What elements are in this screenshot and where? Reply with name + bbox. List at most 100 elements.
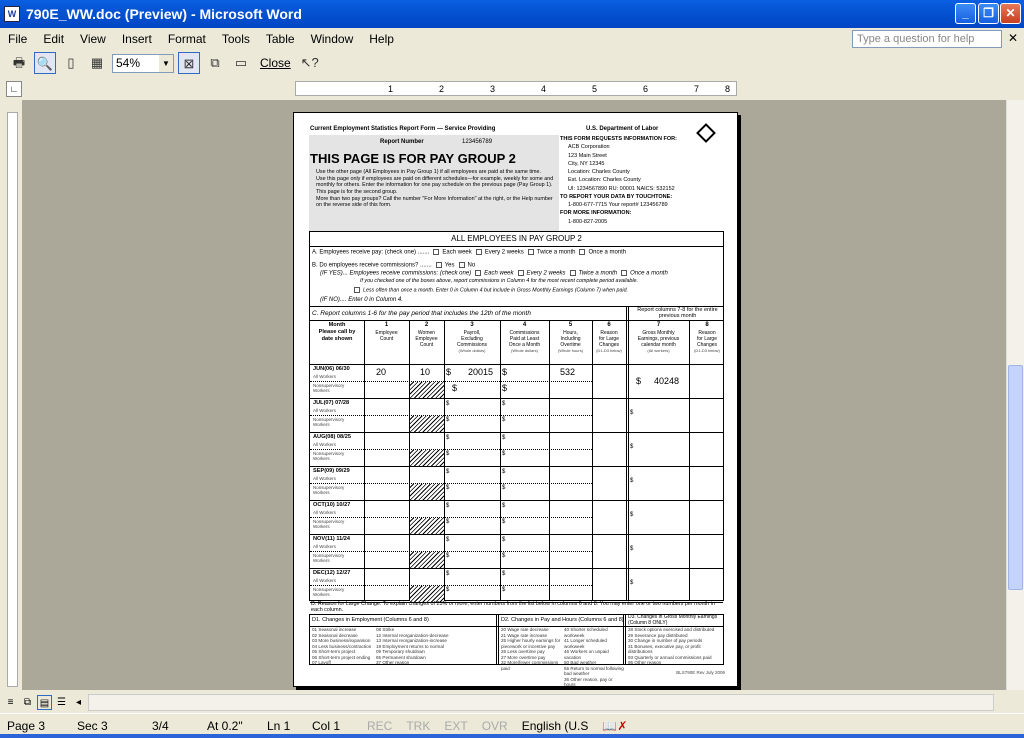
reason-code: 32 More/fewer commissions paid — [501, 660, 559, 671]
opt-label: Once a month — [630, 270, 668, 277]
reason-code: 95 Other reason — [628, 660, 662, 665]
reason-codes-box: D1. Changes in Employment (Columns 6 and… — [309, 614, 724, 687]
dollar-sign: $ — [446, 537, 450, 543]
reason-code: 21 Wage rate increase — [501, 632, 548, 638]
dollar-sign: $ — [446, 451, 450, 457]
zoom-select[interactable]: 54% ▼ — [112, 53, 174, 73]
c-label: C. Report columns 1-6 for the pay period… — [312, 310, 531, 317]
one-page-icon[interactable]: ▯ — [67, 55, 75, 70]
column-header: 5 Hours, Including Overtime (Whole hours) — [549, 322, 592, 353]
full-screen-icon[interactable]: ▭ — [234, 55, 248, 70]
horizontal-ruler[interactable]: 1 2 3 4 5 6 7 8 — [295, 81, 737, 96]
scroll-left-icon[interactable]: ◂ — [75, 696, 82, 708]
employee-count[interactable]: 20 — [376, 367, 387, 377]
status-ovr[interactable]: OVR — [481, 719, 508, 733]
web-layout-icon[interactable]: ⧉ — [23, 696, 32, 708]
menu-bar: File Edit View Insert Format Tools Table… — [0, 28, 1024, 50]
checkbox[interactable] — [458, 262, 465, 268]
checkbox[interactable] — [579, 249, 586, 255]
reason-code: 36 Other reason, pay or hours — [564, 676, 613, 688]
women-count[interactable]: 10 — [420, 367, 431, 377]
shrink-to-fit-icon[interactable]: ⧉ — [210, 55, 220, 70]
menu-insert[interactable]: Insert — [121, 32, 152, 46]
close-button[interactable]: ✕ — [1000, 3, 1021, 24]
maximize-button[interactable]: ❐ — [978, 3, 999, 24]
vertical-ruler[interactable] — [4, 100, 20, 690]
reason-code: 28 Stock options exercised and distribut… — [628, 627, 715, 632]
checkbox[interactable] — [527, 249, 534, 255]
checkbox[interactable] — [517, 270, 524, 276]
payroll[interactable]: 20015 — [468, 367, 494, 377]
normal-view-icon[interactable]: ≡ — [7, 696, 14, 708]
if-yes-label: (IF YES)... Employees receive commission… — [320, 270, 472, 277]
column-sub: (D1-D3 below) — [694, 348, 720, 354]
menu-tools[interactable]: Tools — [221, 32, 250, 46]
status-section: Sec 3 — [77, 719, 108, 733]
multiple-pages-icon[interactable]: ▦ — [90, 55, 104, 70]
chevron-down-icon: ▼ — [159, 54, 173, 72]
all-workers-label: All Workers — [313, 476, 336, 481]
dollar-sign: $ — [630, 546, 634, 552]
outline-view-icon[interactable]: ☰ — [57, 696, 66, 708]
menu-help[interactable]: Help — [369, 32, 394, 46]
print-layout-icon[interactable]: ▤ — [37, 694, 52, 710]
column-number: 7 — [656, 322, 661, 328]
nonsup-label: Nonsupervisory Workers — [313, 383, 345, 394]
column-label: Commissions Paid at Least Once a Month — [508, 329, 541, 349]
horizontal-scrollbar[interactable] — [88, 693, 994, 711]
checkbox[interactable] — [475, 249, 482, 255]
nonsup-label: Nonsupervisory Workers — [313, 451, 345, 462]
if-yes-note: If you checked one of the boxes above, r… — [360, 278, 638, 284]
view-ruler-icon[interactable]: ⊠ — [178, 52, 200, 74]
reason-code: 41 Longer scheduled workweek — [564, 638, 607, 649]
checkbox[interactable] — [475, 270, 482, 276]
all-workers-label: All Workers — [313, 510, 336, 515]
status-trk[interactable]: TRK — [406, 719, 431, 733]
reason-code: 31 Bonuses, executive pay, or profit dis… — [628, 643, 701, 655]
checkbox[interactable] — [354, 287, 360, 293]
close-preview-button[interactable]: Close — [260, 56, 291, 70]
close-document-icon[interactable]: ✕ — [1007, 31, 1018, 45]
menu-format[interactable]: Format — [167, 32, 206, 46]
tab-selector[interactable]: ∟ — [6, 81, 22, 97]
dollar-sign: $ — [446, 367, 452, 377]
minimize-button[interactable]: _ — [955, 3, 976, 24]
b-label: B. Do employees receive commissions? ...… — [312, 262, 432, 269]
column-sub: (D1-D3 below) — [596, 348, 622, 354]
gross-earnings[interactable]: 40248 — [654, 376, 680, 386]
month-label: AUG(08) 08/25 — [313, 434, 351, 440]
checkbox[interactable] — [569, 270, 576, 276]
reason-code: 46 Workers on unpaid vacation — [564, 649, 609, 660]
column-header: 6 Reason for Large Changes (D1-D3 below) — [592, 322, 626, 353]
dollar-sign: $ — [452, 383, 458, 393]
dollar-sign: $ — [636, 376, 642, 386]
dollar-sign: $ — [502, 417, 506, 423]
print-icon[interactable]: 🖶 — [12, 55, 26, 70]
hours[interactable]: 532 — [560, 367, 576, 377]
status-ext[interactable]: EXT — [444, 719, 468, 733]
help-pointer-icon[interactable]: ↖? — [300, 55, 319, 70]
menu-edit[interactable]: Edit — [43, 32, 65, 46]
opt-label: Twice a month — [578, 270, 618, 277]
checkbox[interactable] — [433, 249, 440, 255]
menu-view[interactable]: View — [80, 32, 106, 46]
status-rec[interactable]: REC — [367, 719, 393, 733]
menu-file[interactable]: File — [8, 32, 28, 46]
dollar-sign: $ — [446, 435, 450, 441]
info-line: City, NY 12345 — [568, 160, 605, 167]
column-header: 7 Gross Monthly Earnings, previous calend… — [628, 322, 689, 353]
d-label: D. Reason for Large Change: To explain c… — [311, 601, 715, 614]
vertical-scrollbar[interactable] — [1006, 100, 1024, 690]
reason-code: 65 Permanent shutdown — [376, 654, 426, 660]
checkbox[interactable] — [435, 262, 442, 268]
menu-table[interactable]: Table — [265, 32, 295, 46]
spelling-status-icon[interactable]: 📖✗ — [602, 719, 628, 733]
headline: THIS PAGE IS FOR PAY GROUP 2 — [310, 151, 516, 166]
nonsup-label: Nonsupervisory Workers — [313, 519, 345, 530]
info-line: THIS FORM REQUESTS INFORMATION FOR: — [560, 136, 677, 142]
magnifier-icon[interactable]: 🔍 — [34, 52, 56, 74]
menu-window[interactable]: Window — [310, 32, 354, 46]
help-search-input[interactable]: Type a question for help — [852, 30, 1002, 48]
checkbox[interactable] — [621, 270, 628, 276]
scroll-thumb[interactable] — [1008, 365, 1023, 590]
